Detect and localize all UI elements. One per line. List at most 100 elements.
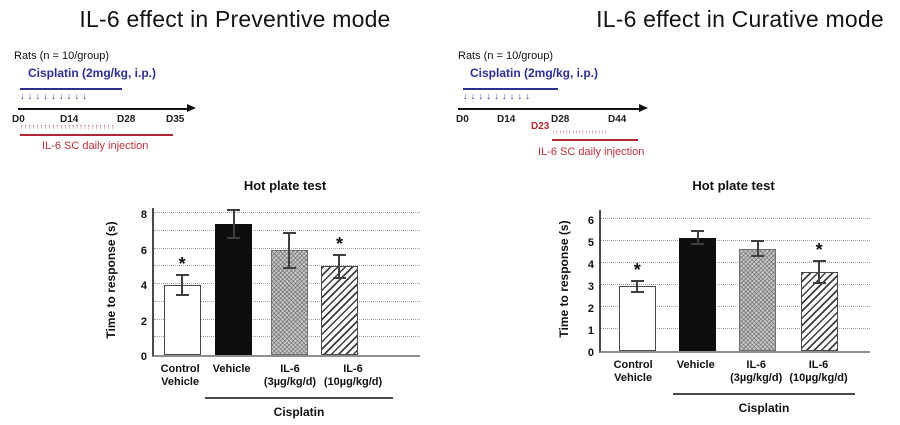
cisplatin-group-label: Cisplatin	[738, 401, 790, 415]
error-bar-cap	[812, 259, 826, 262]
significance-asterisk: *	[633, 259, 641, 280]
subjects-label: Rats (n = 10/group)	[14, 50, 110, 62]
plot-area: 0 2 4 6 8 * *	[141, 208, 420, 363]
error-bar-cap	[227, 208, 241, 211]
gridline	[601, 240, 870, 241]
gridline	[601, 218, 870, 219]
chart-title: Hot plate test	[243, 178, 327, 193]
cisplatin-group-label: Cisplatin	[273, 405, 325, 419]
y-tick-label: 2	[587, 303, 594, 315]
error-bar-cap	[175, 293, 189, 296]
cisplatin-injection-arrows-icon: ↓↓↓↓↓↓↓↓↓	[20, 88, 122, 101]
error-bar-cap	[630, 290, 644, 293]
day-label-d14: D14	[497, 114, 516, 125]
il6-injection-arrows-icon: ↑↑↑↑↑↑↑↑↑↑↑↑↑↑↑↑↑↑↑↑↑↑↑↑	[20, 124, 173, 136]
error-bar-cap	[751, 255, 765, 258]
cisplatin-treatment-label: Cisplatin (2mg/kg, i.p.)	[28, 66, 157, 80]
cisplatin-treatment-label: Cisplatin (2mg/kg, i.p.)	[470, 66, 599, 80]
error-bar	[232, 209, 235, 238]
gridline	[154, 247, 420, 249]
y-tick-label: 6	[140, 244, 147, 257]
y-tick-label: 6	[587, 215, 594, 227]
bar-control-vehicle	[618, 286, 656, 351]
day-label-d14: D14	[60, 114, 79, 125]
gridline	[601, 262, 870, 263]
error-bar-cap	[332, 276, 346, 279]
x-category-label: IL-6 (10µg/kg/d)	[323, 363, 383, 388]
il6-injection-arrows-icon: ↑↑↑↑↑↑↑↑↑↑↑↑↑↑↑↑↑	[552, 129, 638, 141]
il6-start-day-label: D23	[531, 121, 550, 132]
significance-asterisk: *	[815, 239, 823, 260]
y-tick-label: 4	[140, 280, 147, 293]
error-bar	[338, 254, 341, 278]
error-bar	[818, 260, 821, 283]
x-category-label: Vehicle	[212, 363, 251, 375]
error-bar-cap	[812, 281, 826, 284]
y-tick-label: 1	[587, 325, 594, 337]
error-bar-cap	[630, 279, 644, 282]
y-tick-label: 3	[587, 281, 594, 293]
significance-asterisk: *	[335, 233, 343, 254]
error-bar-cap	[691, 230, 705, 233]
bar-vehicle-	[679, 237, 717, 351]
error-bar-cap	[332, 253, 346, 256]
gridline	[154, 212, 420, 214]
bar-il-6-(10µg/kg/d)	[800, 271, 838, 351]
cisplatin-injection-arrows-icon: ↓↓↓↓↓↓↓↓↓	[463, 88, 558, 101]
il6-injection-label: IL-6 SC daily injection	[42, 140, 149, 152]
y-tick-label: 8	[140, 209, 147, 222]
day-label-d28: D28	[117, 114, 136, 125]
y-tick-label: 0	[587, 347, 594, 359]
gridline	[154, 229, 420, 231]
panel-curative: IL-6 effect in Curative mode Rats (n = 1…	[445, 0, 900, 425]
error-bar	[181, 275, 184, 295]
error-bar-cap	[175, 274, 189, 277]
y-tick-label: 0	[140, 351, 147, 363]
error-bar-cap	[282, 267, 296, 270]
x-category-label: Control Vehicle	[613, 359, 653, 384]
panel-title-curative: IL-6 effect in Curative mode	[596, 6, 884, 32]
x-category-label: Vehicle	[676, 359, 715, 371]
error-bar-cap	[227, 236, 241, 239]
day-label-d28: D28	[551, 114, 570, 125]
cisplatin-group-bracket	[673, 393, 855, 395]
y-tick-label: 2	[140, 315, 147, 328]
hot-plate-chart-preventive: Hot plate test Time to response (s) 0 2 4 6…	[95, 175, 425, 423]
bar-vehicle-	[215, 223, 253, 355]
error-bar-cap	[691, 243, 705, 246]
error-bar	[636, 280, 639, 292]
chart-title: Hot plate test	[692, 178, 775, 193]
x-category-label: Control Vehicle	[160, 363, 200, 388]
bar-control-vehicle	[163, 284, 201, 355]
error-bar-cap	[751, 240, 765, 242]
timeline-arrowhead-icon	[187, 104, 196, 112]
plot-area: 0 1 2 3 4 5 6 * *	[588, 210, 870, 359]
subjects-label: Rats (n = 10/group)	[458, 50, 554, 62]
timeline-axis	[18, 104, 196, 112]
error-bar	[756, 241, 759, 257]
y-axis-label: Time to response (s)	[557, 220, 571, 338]
error-bar	[696, 231, 699, 245]
day-label-d44: D44	[608, 114, 627, 125]
panel-title-preventive: IL-6 effect in Preventive mode	[79, 6, 391, 32]
y-axis-label: Time to response (s)	[104, 221, 118, 339]
gridline	[601, 284, 870, 285]
y-tick-label: 4	[587, 259, 594, 271]
day-label-d35: D35	[166, 114, 185, 125]
y-tick-label: 5	[587, 237, 594, 249]
timeline-arrowhead-icon	[639, 104, 648, 112]
error-bar	[288, 232, 291, 269]
error-bar-cap	[282, 231, 296, 234]
x-category-label: IL-6 (10µg/kg/d)	[789, 359, 848, 384]
panel-preventive: IL-6 effect in Preventive mode Rats (n =…	[12, 6, 425, 423]
day-label-d0: D0	[12, 114, 25, 125]
timeline-axis	[458, 104, 648, 112]
gridline	[601, 306, 870, 307]
bar-il-6-(10µg/kg/d)	[320, 266, 358, 355]
gridline	[601, 328, 870, 329]
cisplatin-group-bracket	[205, 397, 393, 399]
hot-plate-chart-curative: Hot plate test Time to response (s) 0 1 2 3…	[540, 175, 885, 423]
x-category-label: IL-6 (3µg/kg/d)	[730, 359, 783, 384]
significance-asterisk: *	[178, 254, 186, 275]
